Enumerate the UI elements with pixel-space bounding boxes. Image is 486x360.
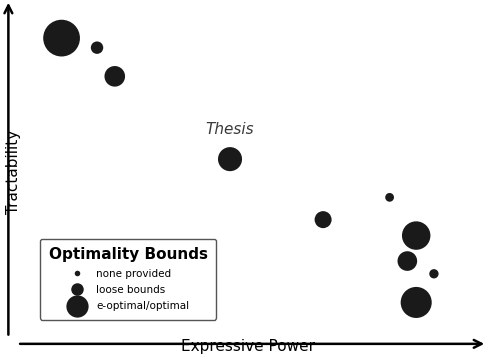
Point: [386, 194, 394, 200]
Point: [430, 271, 438, 277]
X-axis label: Expressive Power: Expressive Power: [181, 339, 315, 355]
Point: [403, 258, 411, 264]
Point: [111, 73, 119, 79]
Text: Thesis: Thesis: [206, 122, 254, 137]
Point: [58, 35, 66, 41]
Point: [412, 233, 420, 238]
Legend: none provided, loose bounds, e-optimal/optimal: none provided, loose bounds, e-optimal/o…: [40, 239, 216, 320]
Point: [226, 156, 234, 162]
Point: [412, 300, 420, 305]
Point: [319, 217, 327, 222]
Y-axis label: Tractability: Tractability: [5, 130, 20, 214]
Point: [93, 45, 101, 50]
